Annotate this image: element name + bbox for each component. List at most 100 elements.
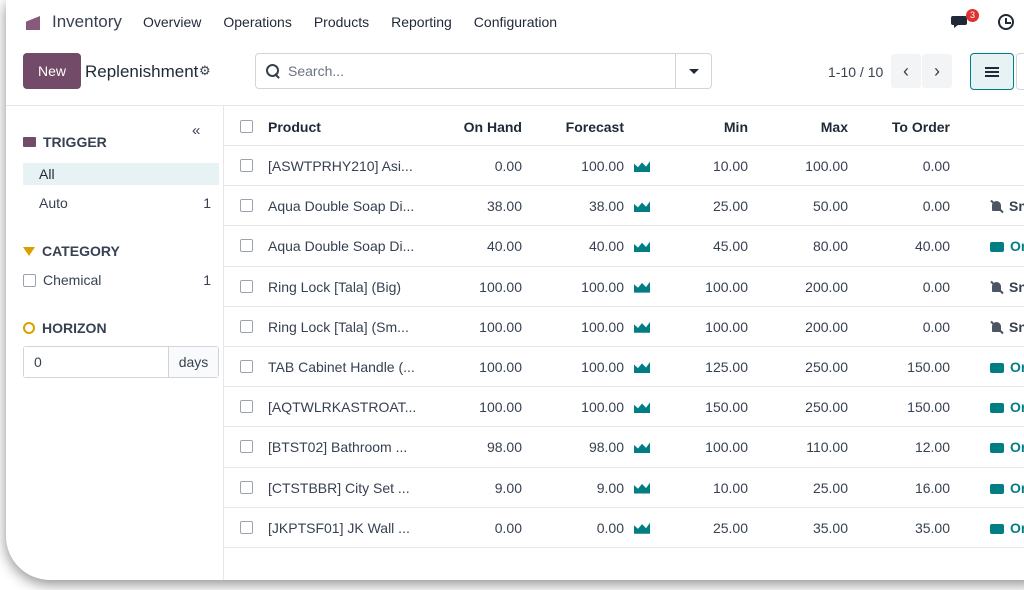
max-cell[interactable]: 25.00: [812, 479, 848, 496]
snooze-button[interactable]: Sn: [990, 319, 1024, 335]
forecast-graph-icon[interactable]: [634, 200, 650, 213]
table-row[interactable]: [BTST02] Bathroom ... 98.00 98.00 100.00 110…: [224, 427, 1024, 468]
clock-icon[interactable]: [998, 14, 1014, 30]
header-max[interactable]: Max: [820, 119, 848, 135]
category-item-chemical[interactable]: Chemical 1: [23, 272, 211, 288]
max-cell[interactable]: 50.00: [812, 198, 848, 215]
snooze-button[interactable]: Sn: [990, 198, 1024, 214]
min-cell[interactable]: 100.00: [705, 318, 748, 335]
inventory-logo-icon[interactable]: [26, 16, 40, 30]
pager-previous-button[interactable]: ‹: [891, 54, 921, 88]
table-row[interactable]: Ring Lock [Tala] (Big) 100.00 100.00 100.00…: [224, 267, 1024, 307]
forecast-graph-icon[interactable]: [634, 321, 650, 333]
order-once-button[interactable]: Or: [990, 359, 1024, 375]
row-checkbox[interactable]: [240, 440, 253, 456]
to-order-cell[interactable]: 35.00: [914, 519, 950, 536]
table-row[interactable]: [ASWTPRHY210] Asi... 0.00 100.00 10.00 100.0…: [224, 146, 1024, 187]
table-row[interactable]: [CTSTBBR] City Set ... 9.00 9.00 10.00 25.00…: [224, 468, 1024, 508]
min-cell[interactable]: 100.00: [705, 278, 748, 295]
app-name[interactable]: Inventory: [52, 12, 122, 31]
category-checkbox[interactable]: [23, 273, 36, 287]
pager-value[interactable]: 1-10 / 10: [828, 64, 884, 80]
horizon-input[interactable]: [24, 347, 169, 377]
order-once-button[interactable]: Or: [990, 238, 1024, 254]
row-checkbox[interactable]: [240, 159, 253, 175]
max-cell[interactable]: 200.00: [805, 318, 848, 335]
order-once-button[interactable]: Or: [990, 439, 1024, 455]
forecast-graph-icon[interactable]: [634, 482, 650, 494]
max-cell[interactable]: 200.00: [805, 278, 848, 295]
chat-icon[interactable]: [951, 14, 971, 30]
max-cell[interactable]: 250.00: [805, 399, 848, 416]
trigger-item-auto[interactable]: Auto 1: [23, 195, 211, 211]
to-order-cell[interactable]: 0.00: [922, 198, 950, 215]
forecast-graph-icon[interactable]: [634, 522, 650, 534]
search-options-toggle[interactable]: [675, 54, 711, 88]
min-cell[interactable]: 10.00: [712, 158, 748, 174]
table-row[interactable]: [AQTWLRKASTROAT... 100.00 100.00 150.00 250.…: [224, 387, 1024, 428]
forecast-graph-icon[interactable]: [634, 281, 650, 293]
menu-overview[interactable]: Overview: [143, 14, 202, 30]
row-checkbox[interactable]: [240, 480, 253, 497]
menu-reporting[interactable]: Reporting: [391, 14, 452, 30]
header-product[interactable]: Product: [268, 119, 321, 135]
min-cell[interactable]: 100.00: [705, 439, 748, 456]
table-row[interactable]: Aqua Double Soap Di... 40.00 40.00 45.00 80.…: [224, 226, 1024, 267]
gear-icon[interactable]: ⚙: [199, 63, 211, 78]
table-row[interactable]: TAB Cabinet Handle (... 100.00 100.00 125.0…: [224, 347, 1024, 388]
min-cell[interactable]: 125.00: [705, 358, 748, 375]
forecast-graph-icon[interactable]: [634, 401, 650, 414]
max-cell[interactable]: 110.00: [806, 439, 848, 456]
min-cell[interactable]: 150.00: [705, 399, 748, 416]
min-cell[interactable]: 45.00: [712, 238, 748, 255]
row-checkbox[interactable]: [240, 319, 253, 336]
snooze-button[interactable]: Sn: [990, 279, 1024, 295]
to-order-cell[interactable]: 0.00: [922, 158, 950, 174]
trigger-item-all[interactable]: All: [23, 163, 219, 185]
forecast-graph-icon[interactable]: [634, 441, 650, 454]
to-order-cell[interactable]: 12.00: [914, 439, 950, 456]
forecast-graph-icon[interactable]: [634, 240, 650, 253]
to-order-cell[interactable]: 40.00: [914, 238, 950, 255]
table-row[interactable]: Aqua Double Soap Di... 38.00 38.00 25.00 50.…: [224, 186, 1024, 227]
menu-operations[interactable]: Operations: [223, 14, 292, 30]
table-row[interactable]: Ring Lock [Tala] (Sm... 100.00 100.00 100.0…: [224, 307, 1024, 347]
row-checkbox[interactable]: [240, 359, 253, 376]
order-once-button[interactable]: Or: [990, 520, 1024, 536]
menu-products[interactable]: Products: [313, 14, 370, 30]
collapse-panel-icon[interactable]: «: [192, 122, 201, 139]
menu-configuration[interactable]: Configuration: [473, 14, 558, 30]
to-order-cell[interactable]: 150.00: [907, 399, 950, 416]
order-once-button[interactable]: Or: [990, 399, 1024, 415]
row-checkbox[interactable]: [240, 239, 253, 255]
min-cell[interactable]: 25.00: [712, 198, 748, 215]
to-order-cell[interactable]: 16.00: [914, 479, 950, 496]
order-once-button[interactable]: Or: [990, 480, 1024, 496]
list-view-button[interactable]: [970, 53, 1014, 90]
min-cell[interactable]: 25.00: [712, 519, 748, 536]
min-cell[interactable]: 10.00: [712, 479, 748, 496]
row-checkbox[interactable]: [240, 400, 253, 416]
header-on-hand[interactable]: On Hand: [463, 119, 522, 135]
max-cell[interactable]: 100.00: [805, 158, 848, 174]
forecast-graph-icon[interactable]: [634, 160, 650, 172]
to-order-cell[interactable]: 0.00: [922, 318, 950, 335]
forecast-graph-icon[interactable]: [634, 361, 650, 373]
graph-view-button[interactable]: [1016, 53, 1024, 90]
to-order-cell[interactable]: 0.00: [922, 278, 950, 295]
max-cell[interactable]: 250.00: [805, 358, 848, 375]
new-button[interactable]: New: [23, 53, 81, 89]
row-checkbox[interactable]: [240, 279, 253, 296]
select-all-checkbox[interactable]: [240, 120, 253, 136]
pager-next-button[interactable]: ›: [922, 54, 952, 88]
row-checkbox[interactable]: [240, 520, 253, 537]
header-to-order[interactable]: To Order: [891, 119, 950, 135]
table-row[interactable]: [JKPTSF01] JK Wall ... 0.00 0.00 25.00 35.00…: [224, 508, 1024, 548]
row-checkbox[interactable]: [240, 199, 253, 215]
header-forecast[interactable]: Forecast: [565, 119, 624, 135]
max-cell[interactable]: 80.00: [812, 238, 848, 255]
to-order-cell[interactable]: 150.00: [907, 358, 950, 375]
search-input[interactable]: [288, 63, 668, 79]
header-min[interactable]: Min: [723, 119, 748, 135]
max-cell[interactable]: 35.00: [812, 519, 848, 536]
